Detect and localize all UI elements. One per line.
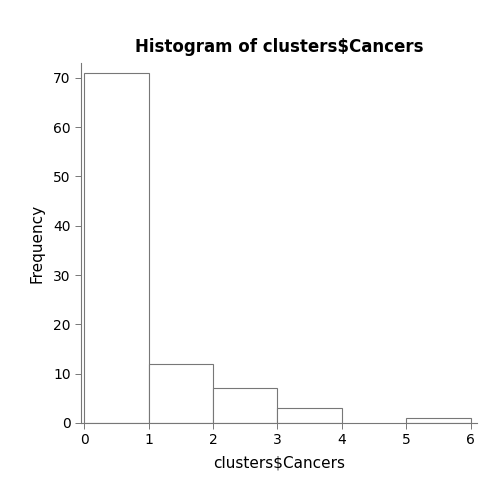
Bar [277,408,342,423]
Y-axis label: Frequency: Frequency [30,204,45,283]
Bar [406,418,471,423]
X-axis label: clusters$Cancers: clusters$Cancers [213,456,345,471]
Bar [149,364,213,423]
Title: Histogram of clusters$Cancers: Histogram of clusters$Cancers [135,38,423,56]
Bar [213,389,277,423]
Bar [84,73,149,423]
